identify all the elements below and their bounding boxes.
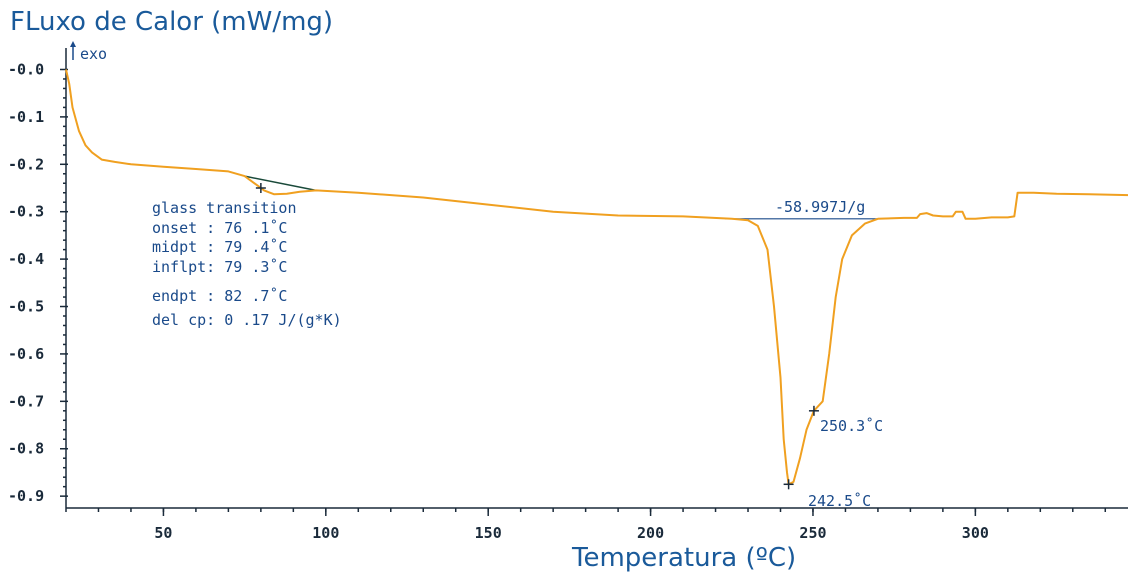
x-axis-ticks: 50 100 150 200 250 300 — [65, 508, 1107, 542]
x-tick-label: 50 — [154, 524, 172, 542]
glass-transition-line: inflpt: 79 .3˚C — [152, 258, 287, 276]
enthalpy-label: -58.997J/g — [775, 198, 865, 216]
peak-temperature-label: 242.5˚C — [808, 492, 871, 510]
y-tick-label: -0.5 — [8, 298, 44, 316]
y-axis-title: FLuxo de Calor (mW/mg) — [10, 7, 333, 37]
peak-marker — [783, 479, 794, 490]
y-tick-label: -0.3 — [8, 203, 44, 221]
glass-transition-line: del cp: 0 .17 J/(g*K) — [152, 311, 342, 329]
x-axis-title: Temperatura (ºC) — [571, 543, 796, 573]
y-tick-label: -0.6 — [8, 345, 44, 363]
y-tick-label: -0.1 — [8, 108, 44, 126]
y-tick-label: -0.7 — [8, 392, 44, 410]
exo-arrowhead-icon — [70, 41, 76, 47]
exo-indicator: exo — [70, 41, 107, 63]
y-tick-label: -0.8 — [8, 440, 44, 458]
series-group — [65, 69, 1128, 486]
y-tick-label: -0.0 — [8, 60, 44, 78]
endset-temperature-label: 250.3˚C — [820, 417, 883, 435]
x-tick-label: 150 — [475, 524, 502, 542]
endset-marker — [808, 405, 819, 416]
glass-transition-line: onset : 76 .1˚C — [152, 219, 287, 237]
x-tick-label: 250 — [799, 524, 826, 542]
glass-transition-block: glass transition onset : 76 .1˚C midpt :… — [152, 199, 342, 329]
y-tick-label: -0.9 — [8, 487, 44, 505]
y-tick-label: -0.4 — [8, 250, 44, 268]
glass-transition-line: midpt : 79 .4˚C — [152, 238, 287, 256]
y-tick-label: -0.2 — [8, 155, 44, 173]
x-tick-label: 100 — [312, 524, 339, 542]
y-axis-ticks: -0.0 -0.1 -0.2 -0.3 -0.4 -0.5 -0.6 -0.7 -0.8 -0.9 — [8, 60, 68, 505]
glass-transition-marker — [255, 183, 266, 193]
glass-baseline — [244, 175, 317, 192]
markers — [255, 183, 819, 490]
heat-flow-line — [65, 69, 1128, 486]
x-tick-label: 200 — [637, 524, 664, 542]
glass-transition-line: endpt : 82 .7˚C — [152, 287, 287, 305]
baselines — [244, 175, 878, 220]
exo-label: exo — [80, 45, 107, 63]
axes — [65, 48, 1128, 509]
x-tick-label: 300 — [962, 524, 989, 542]
glass-transition-line: glass transition — [152, 199, 297, 217]
